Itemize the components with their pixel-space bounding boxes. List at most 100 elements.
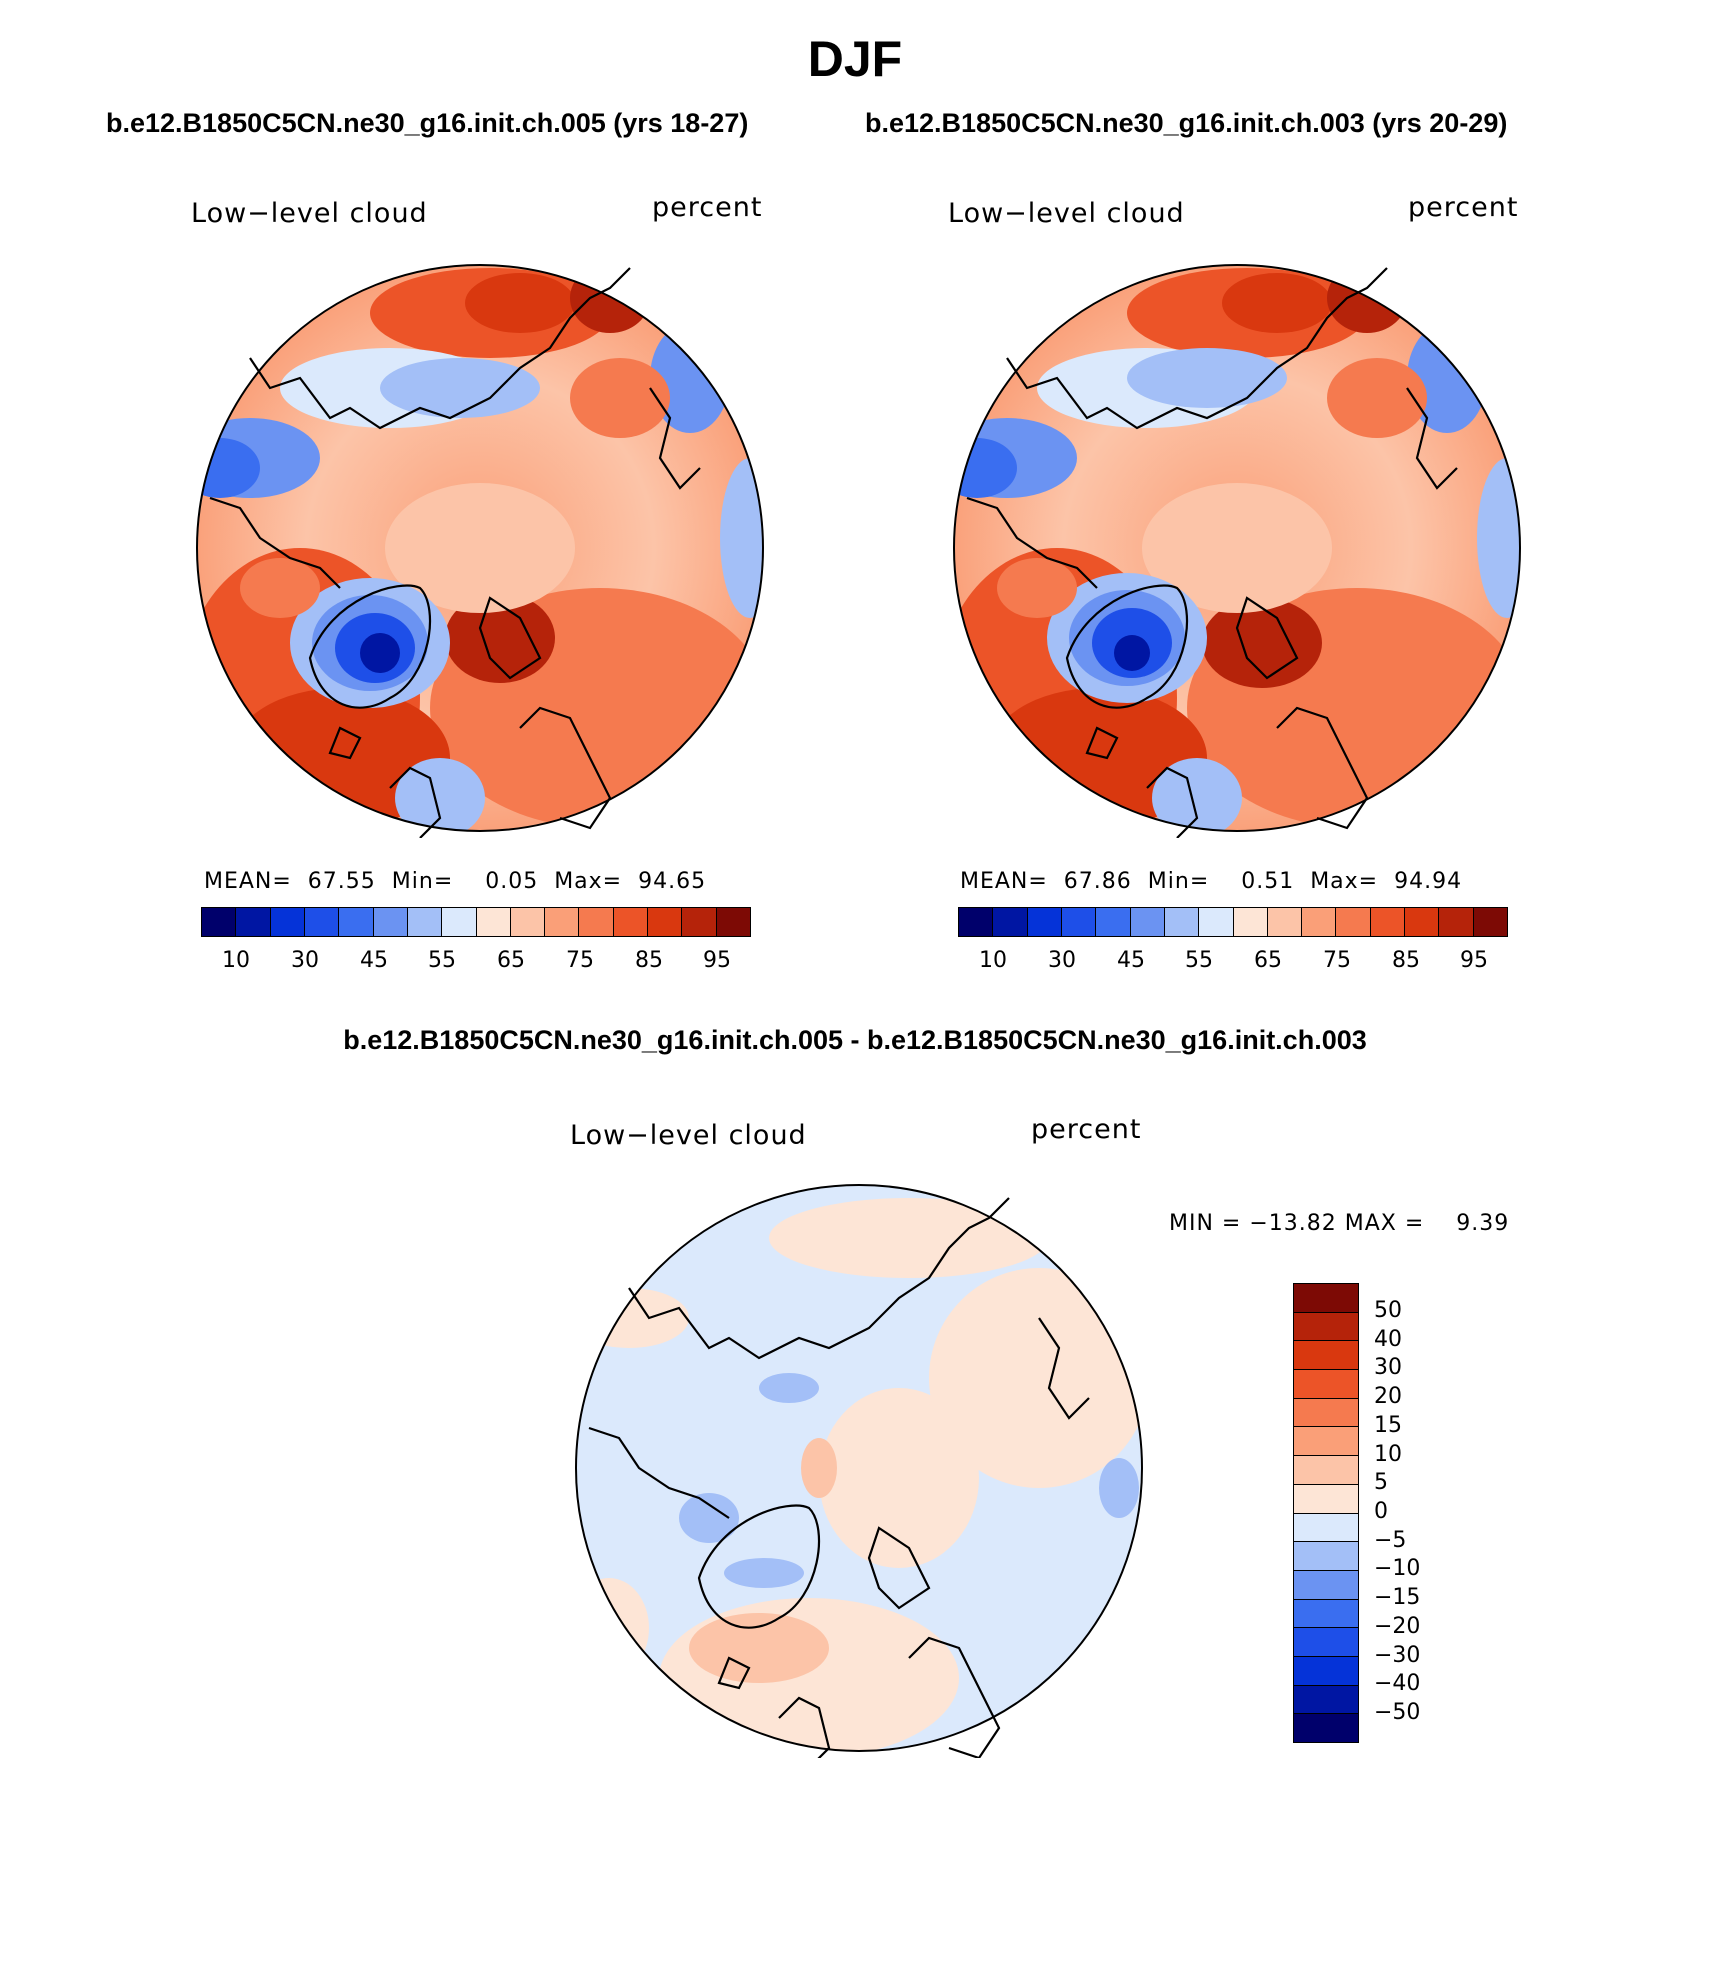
colorbar-swatch [1294,1714,1358,1742]
colorbar-swatch [373,908,408,936]
panel-2-field [954,265,1520,831]
panel-2-tick: 85 [1392,948,1420,973]
panel-2-colorbar [958,907,1508,937]
panel-1-coastlines [209,267,701,838]
panel-3-tick: 10 [1374,1442,1402,1467]
panel-1-colorbar [201,907,751,937]
panel-3-tick: 0 [1374,1499,1388,1524]
colorbar-swatch [1336,908,1371,936]
panel-3-tick: 40 [1374,1327,1402,1352]
panel-3-colorbar [1293,1283,1359,1743]
colorbar-swatch [1294,1628,1358,1657]
colorbar-swatch [1294,1484,1358,1514]
colorbar-swatch [407,908,443,936]
colorbar-swatch [1233,908,1268,936]
panel-3-coastlines [588,1197,1090,1758]
panel-2-tick: 65 [1254,948,1282,973]
panel-3-tick: −20 [1374,1614,1421,1639]
panel-1-tick: 95 [703,948,731,973]
colorbar-swatch [510,908,546,936]
panel-3-variable: Low−level cloud [570,1120,807,1151]
panel-1-field [197,265,763,831]
panel-2-map [953,264,1521,838]
panel-2-tick: 10 [979,948,1007,973]
panel-2-tick: 95 [1460,948,1488,973]
panel-2-tick: 75 [1323,948,1351,973]
colorbar-swatch [1294,1570,1358,1600]
panel-1-tick: 85 [635,948,663,973]
panel-3-tick: −40 [1374,1671,1421,1696]
panel-1-tick: 45 [360,948,388,973]
panel-1-tick: 55 [428,948,456,973]
panel-3-map [575,1184,1143,1758]
panel-2-tick: 30 [1048,948,1076,973]
panel-3-field [576,1185,1142,1751]
colorbar-swatch [716,908,750,936]
colorbar-swatch [1294,1370,1358,1399]
colorbar-swatch [545,908,580,936]
panel-2-variable: Low−level cloud [948,198,1185,229]
colorbar-swatch [1302,908,1337,936]
panel-1-map [196,264,764,838]
colorbar-swatch [648,908,683,936]
colorbar-swatch [1294,1284,1358,1313]
colorbar-swatch [613,908,649,936]
colorbar-swatch [1294,1341,1358,1371]
colorbar-swatch [1061,908,1097,936]
colorbar-swatch [202,908,237,936]
panel-2-boundary [953,264,1521,832]
panel-1-tick: 65 [497,948,525,973]
colorbar-swatch [1164,908,1200,936]
colorbar-swatch [339,908,374,936]
panel-2-tick: 45 [1117,948,1145,973]
panel-3-tick: 15 [1374,1413,1402,1438]
colorbar-swatch [1294,1398,1358,1428]
panel-1-tick: 10 [222,948,250,973]
colorbar-swatch [1294,1542,1358,1571]
figure-title: DJF [807,31,903,87]
panel-3-tick: −5 [1374,1528,1407,1553]
colorbar-swatch [1267,908,1303,936]
panel-1-stats: MEAN= 67.55 Min= 0.05 Max= 94.65 [204,869,707,894]
panel-3-boundary [575,1184,1143,1752]
panel-3-tick: 5 [1374,1470,1388,1495]
panel-3-tick: 30 [1374,1355,1402,1380]
colorbar-swatch [1027,908,1062,936]
case-a-title: b.e12.B1850C5CN.ne30_g16.init.ch.005 (yr… [106,108,749,138]
colorbar-swatch [959,908,994,936]
panel-1-tick: 30 [291,948,319,973]
colorbar-swatch [442,908,477,936]
colorbar-swatch [1294,1427,1358,1457]
colorbar-swatch [1294,1656,1358,1686]
panel-3-tick: −30 [1374,1643,1421,1668]
colorbar-swatch [1096,908,1131,936]
colorbar-swatch [579,908,614,936]
colorbar-swatch [682,908,717,936]
colorbar-swatch [1199,908,1234,936]
colorbar-swatch [1294,1513,1358,1543]
panel-1-tick: 75 [566,948,594,973]
panel-2-units: percent [1408,192,1519,223]
colorbar-swatch [476,908,511,936]
panel-3-tick: −15 [1374,1585,1421,1610]
panel-2-coastlines [966,267,1458,838]
panel-3-tick: −10 [1374,1556,1421,1581]
colorbar-swatch [993,908,1028,936]
colorbar-swatch [236,908,271,936]
colorbar-swatch [1405,908,1440,936]
colorbar-swatch [270,908,305,936]
colorbar-swatch [1439,908,1474,936]
panel-3-tick: −50 [1374,1700,1421,1725]
panel-3-tick: 20 [1374,1384,1402,1409]
colorbar-swatch [1370,908,1406,936]
colorbar-swatch [1294,1312,1358,1342]
panel-1-units: percent [652,192,763,223]
panel-2-stats: MEAN= 67.86 Min= 0.51 Max= 94.94 [960,869,1463,894]
panel-1-variable: Low−level cloud [191,198,428,229]
colorbar-swatch [304,908,340,936]
panel-1-boundary [196,264,764,832]
panel-3-tick: 50 [1374,1298,1402,1323]
panel-3-stats: MIN = −13.82 MAX = 9.39 [1169,1211,1510,1236]
colorbar-swatch [1130,908,1165,936]
diff-title: b.e12.B1850C5CN.ne30_g16.init.ch.005 - b… [343,1025,1367,1055]
